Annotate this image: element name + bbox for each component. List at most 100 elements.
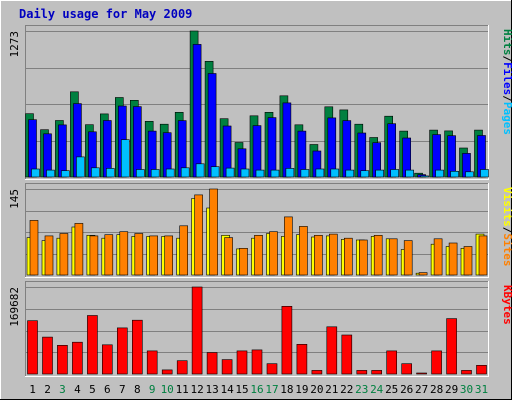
bar-pages-4	[76, 156, 85, 178]
x-tick-label: 17	[265, 383, 278, 396]
legend-entry: Sites	[501, 233, 512, 266]
bar-pages-12	[195, 163, 205, 178]
bar-kbytes-19	[296, 343, 308, 375]
bar-pages-6	[106, 168, 115, 178]
bar-files-21	[327, 117, 337, 178]
bar-pages-30	[465, 171, 474, 178]
bar-kbytes-3	[57, 344, 68, 375]
bar-pages-2	[46, 169, 55, 178]
bar-pages-23	[360, 170, 370, 178]
x-tick-label: 13	[205, 383, 218, 396]
bar-kbytes-28	[431, 350, 442, 375]
x-tick-label: 14	[220, 383, 234, 396]
bar-sites-9	[149, 235, 158, 276]
x-tick-label: 28	[430, 383, 443, 396]
bar-sites-26	[403, 240, 413, 276]
bar-kbytes-25	[386, 350, 398, 375]
bar-sites-19	[299, 226, 308, 276]
bar-kbytes-30	[461, 370, 472, 375]
bar-pages-21	[330, 168, 340, 178]
bar-pages-16	[255, 169, 265, 178]
x-tick-label: 23	[355, 383, 368, 396]
bar-kbytes-4	[72, 341, 83, 375]
panel-legend: Visits/Sites	[501, 187, 512, 267]
bar-kbytes-27	[416, 372, 427, 375]
bar-sites-3	[59, 233, 69, 276]
bar-sites-11	[179, 225, 188, 276]
x-tick-label: 29	[445, 383, 458, 396]
x-tick-label: 26	[400, 383, 413, 396]
panel-legend: KBytes	[501, 285, 512, 325]
x-tick-label: 7	[119, 383, 126, 396]
panel-max-label: 145	[8, 189, 21, 209]
bar-sites-20	[314, 235, 323, 276]
bar-kbytes-2	[42, 336, 53, 375]
bar-kbytes-20	[311, 370, 323, 375]
bar-sites-7	[119, 231, 129, 276]
bar-sites-12	[194, 194, 203, 276]
legend-entry: Pages	[501, 102, 512, 135]
bar-pages-9	[150, 169, 160, 178]
bar-sites-28	[433, 238, 443, 276]
panel-visits-sites: 145 Visits/Sites	[8, 183, 512, 278]
bar-kbytes-9	[146, 350, 158, 375]
bar-pages-24	[375, 169, 385, 178]
bar-files-1	[28, 119, 37, 178]
bar-sites-23	[358, 239, 368, 276]
x-tick-label: 4	[74, 383, 81, 396]
panel-max-label: 1273	[8, 31, 21, 58]
bar-sites-29	[448, 242, 458, 276]
bar-sites-10	[164, 235, 173, 276]
bar-pages-14	[225, 167, 235, 178]
bar-sites-14	[224, 237, 233, 276]
bar-pages-28	[435, 169, 444, 178]
bar-sites-6	[104, 234, 114, 276]
bar-files-8	[133, 106, 142, 178]
bar-pages-10	[165, 168, 175, 178]
x-tick-label: 11	[176, 383, 189, 396]
bar-sites-1	[29, 220, 39, 276]
bar-kbytes-8	[132, 319, 143, 375]
bar-kbytes-11	[176, 360, 188, 375]
bar-kbytes-17	[266, 363, 278, 375]
bar-kbytes-10	[161, 369, 173, 375]
x-tick-label: 3	[59, 383, 66, 396]
bar-sites-16	[254, 235, 263, 276]
bar-kbytes-21	[326, 326, 338, 375]
bar-files-13	[207, 73, 217, 178]
bar-kbytes-5	[87, 315, 98, 375]
bar-sites-8	[134, 233, 144, 276]
bar-pages-8	[136, 169, 145, 178]
x-tick-label: 16	[250, 383, 263, 396]
bar-files-18	[282, 102, 292, 178]
bar-sites-18	[284, 216, 293, 276]
legend-entry: Files	[501, 62, 512, 95]
bar-files-3	[58, 124, 67, 178]
panel-legend: Hits/Files/Pages	[501, 29, 512, 135]
x-tick-label: 22	[340, 383, 353, 396]
bar-kbytes-26	[401, 363, 413, 375]
bar-pages-26	[405, 169, 415, 178]
bar-kbytes-22	[341, 334, 353, 375]
bar-sites-30	[463, 246, 473, 276]
chart-title: Daily usage for May 2009	[19, 7, 192, 21]
bar-pages-11	[180, 167, 190, 178]
bar-kbytes-14	[221, 359, 233, 375]
bar-kbytes-18	[281, 305, 293, 375]
bar-pages-29	[450, 171, 459, 178]
bar-sites-2	[44, 235, 54, 276]
bar-files-12	[192, 44, 202, 178]
bar-kbytes-31	[476, 364, 487, 375]
bar-pages-15	[240, 168, 250, 178]
x-tick-label: 8	[134, 383, 141, 396]
bar-pages-13	[210, 166, 220, 178]
bar-sites-5	[89, 235, 99, 276]
x-tick-label: 25	[385, 383, 398, 396]
bar-pages-25	[390, 169, 400, 178]
x-tick-label: 10	[161, 383, 174, 396]
bar-files-17	[267, 117, 277, 178]
legend-entry: /	[501, 227, 512, 234]
panel-hits-files-pages: 1273 Hits/Files/Pages	[8, 25, 512, 180]
bar-kbytes-1	[27, 320, 38, 375]
